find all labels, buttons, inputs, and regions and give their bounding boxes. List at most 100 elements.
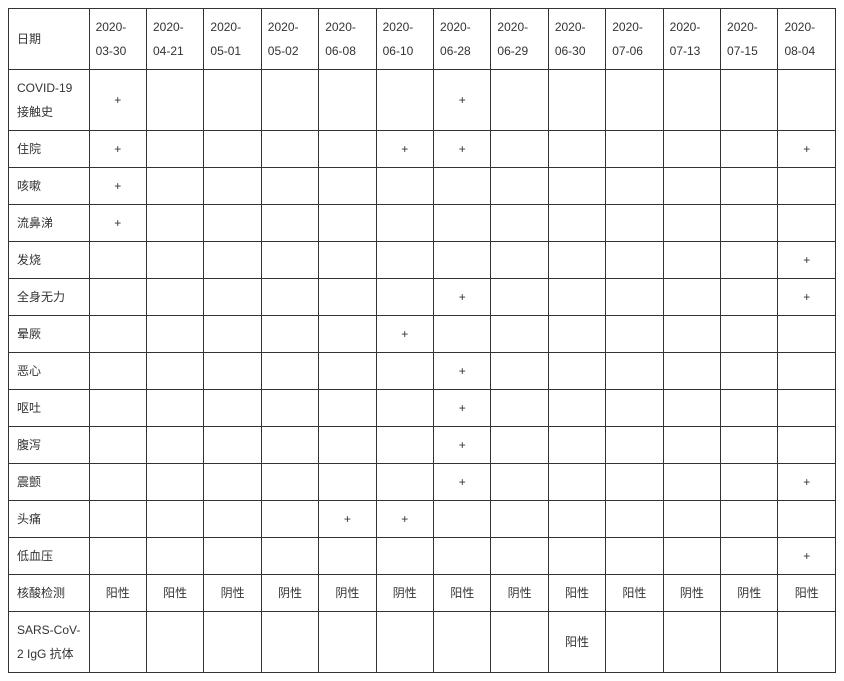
table-cell bbox=[663, 131, 720, 168]
table-cell bbox=[778, 168, 836, 205]
table-cell: 阴性 bbox=[204, 575, 261, 612]
table-cell: 阳性 bbox=[778, 575, 836, 612]
table-row: 全身无力++ bbox=[9, 279, 836, 316]
table-cell: 阳性 bbox=[146, 575, 203, 612]
table-cell bbox=[491, 70, 548, 131]
table-cell bbox=[261, 279, 318, 316]
row-label: 晕厥 bbox=[9, 316, 90, 353]
table-cell bbox=[663, 242, 720, 279]
table-cell bbox=[663, 168, 720, 205]
table-cell bbox=[663, 538, 720, 575]
row-label: 呕吐 bbox=[9, 390, 90, 427]
table-row: COVID-19 接触史++ bbox=[9, 70, 836, 131]
table-cell: 阳性 bbox=[89, 575, 146, 612]
table-cell bbox=[89, 279, 146, 316]
table-cell bbox=[204, 205, 261, 242]
column-header: 2020-06-29 bbox=[491, 9, 548, 70]
table-cell bbox=[146, 279, 203, 316]
table-cell: 阳性 bbox=[548, 612, 605, 673]
table-row: 恶心+ bbox=[9, 353, 836, 390]
table-cell: + bbox=[434, 279, 491, 316]
table-cell bbox=[721, 168, 778, 205]
table-cell bbox=[146, 353, 203, 390]
column-header: 2020-05-01 bbox=[204, 9, 261, 70]
table-cell bbox=[89, 316, 146, 353]
table-cell bbox=[721, 70, 778, 131]
table-cell bbox=[721, 427, 778, 464]
column-header: 2020-04-21 bbox=[146, 9, 203, 70]
table-cell: + bbox=[434, 353, 491, 390]
table-cell bbox=[204, 242, 261, 279]
table-cell bbox=[663, 353, 720, 390]
table-cell bbox=[548, 70, 605, 131]
table-cell bbox=[606, 538, 663, 575]
table-cell bbox=[89, 464, 146, 501]
table-cell bbox=[778, 390, 836, 427]
table-cell bbox=[146, 464, 203, 501]
row-label: SARS-CoV-2 IgG 抗体 bbox=[9, 612, 90, 673]
table-row: 发烧+ bbox=[9, 242, 836, 279]
table-cell: + bbox=[89, 131, 146, 168]
table-cell bbox=[319, 390, 376, 427]
table-body: COVID-19 接触史++住院++++咳嗽+流鼻涕+发烧+全身无力++晕厥+恶… bbox=[9, 70, 836, 673]
table-cell bbox=[319, 538, 376, 575]
table-cell bbox=[491, 205, 548, 242]
table-cell bbox=[721, 316, 778, 353]
table-cell bbox=[606, 353, 663, 390]
table-cell: + bbox=[434, 70, 491, 131]
table-cell bbox=[606, 70, 663, 131]
table-cell bbox=[434, 242, 491, 279]
table-cell bbox=[434, 501, 491, 538]
table-cell bbox=[721, 353, 778, 390]
table-cell bbox=[376, 612, 433, 673]
corner-cell: 日期 bbox=[9, 9, 90, 70]
table-cell bbox=[204, 427, 261, 464]
table-row: 呕吐+ bbox=[9, 390, 836, 427]
table-cell bbox=[146, 70, 203, 131]
table-cell bbox=[778, 316, 836, 353]
table-row: 腹泻+ bbox=[9, 427, 836, 464]
table-cell bbox=[261, 316, 318, 353]
table-cell bbox=[261, 353, 318, 390]
table-cell bbox=[376, 279, 433, 316]
table-cell bbox=[261, 501, 318, 538]
table-cell bbox=[491, 464, 548, 501]
table-cell: 阳性 bbox=[606, 575, 663, 612]
table-cell bbox=[376, 205, 433, 242]
table-cell bbox=[491, 390, 548, 427]
row-label: 震颤 bbox=[9, 464, 90, 501]
table-cell bbox=[548, 464, 605, 501]
table-cell bbox=[261, 168, 318, 205]
table-cell bbox=[721, 205, 778, 242]
table-cell bbox=[146, 168, 203, 205]
table-cell bbox=[376, 464, 433, 501]
table-cell bbox=[89, 390, 146, 427]
table-cell: + bbox=[778, 131, 836, 168]
row-label: 低血压 bbox=[9, 538, 90, 575]
table-cell bbox=[434, 205, 491, 242]
table-cell bbox=[606, 168, 663, 205]
table-cell bbox=[663, 464, 720, 501]
table-cell bbox=[376, 353, 433, 390]
table-cell bbox=[778, 205, 836, 242]
table-cell bbox=[204, 316, 261, 353]
table-cell bbox=[261, 70, 318, 131]
table-cell bbox=[491, 501, 548, 538]
table-cell bbox=[146, 501, 203, 538]
table-cell bbox=[606, 205, 663, 242]
table-cell bbox=[663, 427, 720, 464]
table-cell bbox=[548, 316, 605, 353]
table-cell bbox=[204, 168, 261, 205]
table-cell bbox=[778, 427, 836, 464]
row-label: 住院 bbox=[9, 131, 90, 168]
table-row: 晕厥+ bbox=[9, 316, 836, 353]
table-cell bbox=[721, 538, 778, 575]
table-cell bbox=[548, 205, 605, 242]
table-cell bbox=[146, 427, 203, 464]
table-cell bbox=[261, 390, 318, 427]
table-cell bbox=[548, 242, 605, 279]
row-label: 头痛 bbox=[9, 501, 90, 538]
table-cell bbox=[204, 538, 261, 575]
row-label: 腹泻 bbox=[9, 427, 90, 464]
table-cell bbox=[606, 316, 663, 353]
